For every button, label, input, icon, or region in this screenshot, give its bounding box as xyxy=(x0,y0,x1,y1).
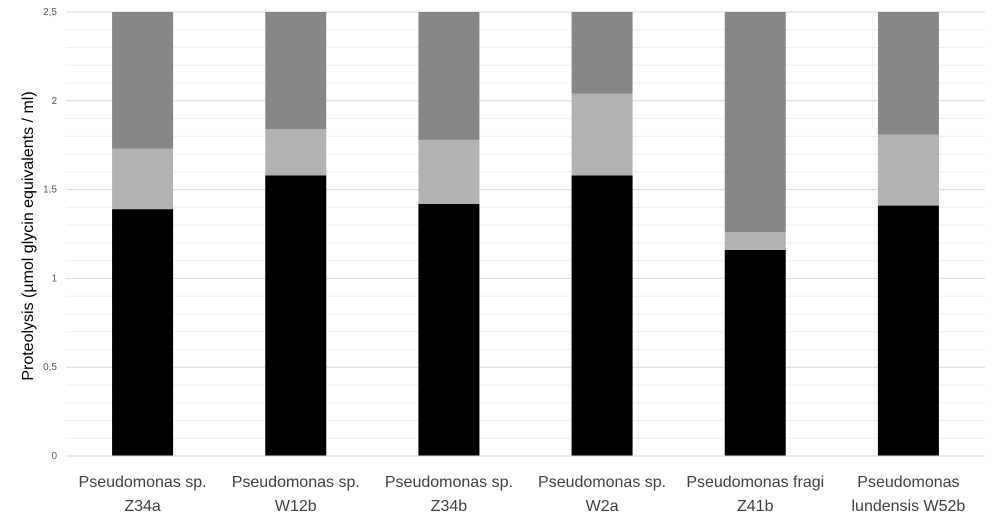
bar-segment xyxy=(571,175,633,456)
bar-segment xyxy=(418,203,480,456)
x-category-label: W12b xyxy=(275,498,317,515)
y-tick-label: 0 xyxy=(51,451,57,462)
y-tick-label: 2,5 xyxy=(43,7,57,18)
x-category-label: Pseudomonas sp. xyxy=(79,474,207,491)
x-category-label: Z34a xyxy=(124,498,161,515)
bar-segment xyxy=(571,93,633,176)
x-category-label: Z34b xyxy=(431,498,468,515)
y-tick-label: 1,5 xyxy=(43,185,57,196)
bar-segment xyxy=(724,12,786,233)
x-category-label: Pseudomonas sp. xyxy=(385,474,513,491)
bar-segment xyxy=(724,232,786,250)
bar-segment xyxy=(265,129,327,176)
y-axis-title: Proteolysis (µmol glycin equivalents / m… xyxy=(20,91,37,380)
x-category-label: Pseudomonas sp. xyxy=(538,474,666,491)
bar-segment xyxy=(418,139,480,204)
bar-segment xyxy=(265,12,327,130)
y-tick-label: 1 xyxy=(51,273,57,284)
x-category-label: Pseudomonas sp. xyxy=(232,474,360,491)
bar-segment xyxy=(418,12,480,140)
x-category-label: Pseudomonas fragi xyxy=(686,474,824,491)
y-tick-label: 0,5 xyxy=(43,362,57,373)
y-tick-label: 2 xyxy=(51,96,57,107)
bar-segment xyxy=(265,175,327,456)
x-category-label: Z41b xyxy=(737,498,774,515)
bar-segment xyxy=(112,209,174,456)
x-category-label: W2a xyxy=(586,498,619,515)
y-axis-ticks: 0 0,5 1 1,5 2 2,5 xyxy=(43,7,57,462)
bar-segment xyxy=(571,12,633,94)
x-axis-categories: Pseudomonas sp. Z34a Pseudomonas sp. W12b Ps… xyxy=(79,474,966,515)
bar-segment xyxy=(112,148,174,210)
bar-segment xyxy=(112,12,174,149)
x-category-label: Pseudomonas xyxy=(857,474,959,491)
bars xyxy=(112,12,939,456)
bar-segment xyxy=(877,12,939,135)
bar-segment xyxy=(724,249,786,456)
gridlines xyxy=(66,11,985,439)
bar-segment xyxy=(877,134,939,206)
x-category-label: lundensis W52b xyxy=(851,498,965,515)
bar-segment xyxy=(877,205,939,456)
